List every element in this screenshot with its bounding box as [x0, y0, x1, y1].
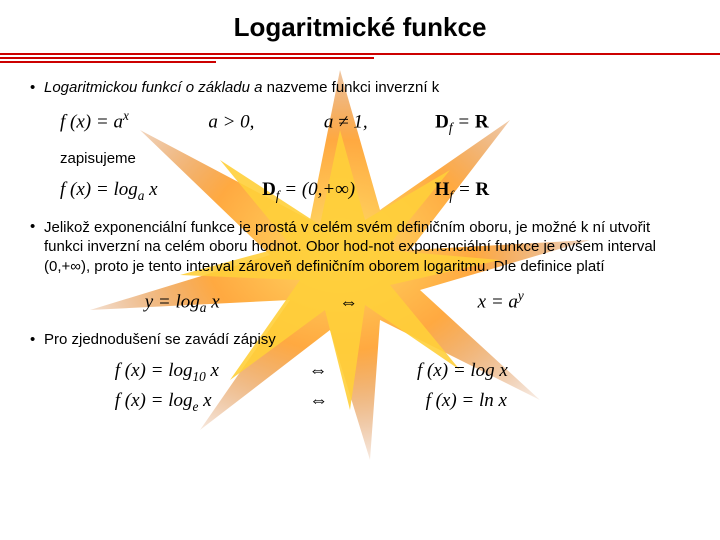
bullet-1-text: Logaritmickou funkcí o základu a nazveme…: [44, 79, 690, 96]
f1-p2: a > 0,: [208, 111, 254, 132]
f1-p0: f (x) = a: [60, 111, 123, 132]
label-zapisujeme: zapisujeme: [60, 150, 690, 167]
bullet-dot: •: [30, 79, 44, 96]
f2-p3: D: [262, 179, 276, 200]
f4a-l0: f (x) = log: [115, 360, 193, 381]
f2-p0: f (x) = log: [60, 179, 138, 200]
f1-p4: D: [435, 111, 449, 132]
f3-l2: x: [206, 292, 219, 313]
rule-2: [0, 57, 374, 59]
page-title: Logaritmické funkce: [0, 0, 720, 49]
f2-p2: x: [144, 179, 157, 200]
bullet-1-italic: Logaritmickou funkcí o základu a: [44, 79, 262, 96]
f1-p7: R: [475, 111, 489, 132]
f4b-iff: ⇔: [309, 390, 328, 412]
f3-r1: y: [518, 288, 524, 303]
bullet-2: • Jelikož exponenciální funkce je prostá…: [30, 218, 690, 277]
f2-p6: H: [435, 179, 450, 200]
bullet-dot: •: [30, 218, 44, 277]
formula-2: f (x) = loga x Df = (0,+∞) Hf = R: [60, 179, 690, 204]
f4a-iff: ⇔: [308, 360, 327, 382]
rule-3: [0, 61, 216, 63]
f4a-l1: 10: [192, 368, 205, 383]
bullet-1: • Logaritmickou funkcí o základu a nazve…: [30, 79, 690, 96]
formula-3: y = loga x ⇔ x = ay: [60, 288, 690, 316]
bullet-3: • Pro zjednodušení se zavádí zápisy: [30, 331, 690, 348]
formula-4b: f (x) = loge x ⇔ f (x) = ln x: [60, 390, 690, 415]
f2-p5: = (0,+∞): [280, 179, 356, 200]
bullet-dot: •: [30, 331, 44, 348]
f3-iff: ⇔: [339, 292, 358, 314]
f2-p9: R: [475, 179, 489, 200]
bullet-3-text: Pro zjednodušení se zavádí zápisy: [44, 331, 690, 348]
f4a-r0: f (x) = log x: [417, 360, 508, 381]
f4b-l2: x: [198, 390, 211, 411]
f2-p8: =: [453, 179, 475, 200]
bullet-1-rest: nazveme funkci inverzní k: [262, 79, 439, 96]
rule-1: [0, 53, 720, 55]
formula-4a: f (x) = log10 x ⇔ f (x) = log x: [60, 360, 690, 385]
f4a-l2: x: [206, 360, 219, 381]
f1-p3: a ≠ 1,: [324, 111, 368, 132]
bullet-2-text: Jelikož exponenciální funkce je prostá v…: [44, 218, 690, 277]
formula-1: f (x) = ax a > 0, a ≠ 1, Df = R: [60, 108, 690, 136]
title-rules: [0, 53, 720, 63]
f1-p6: =: [453, 111, 475, 132]
f3-r0: x = a: [478, 292, 518, 313]
f4b-l0: f (x) = log: [115, 390, 193, 411]
f1-p1: x: [123, 108, 129, 123]
f3-l0: y = log: [145, 292, 200, 313]
f4b-r0: f (x) = ln x: [426, 390, 507, 411]
